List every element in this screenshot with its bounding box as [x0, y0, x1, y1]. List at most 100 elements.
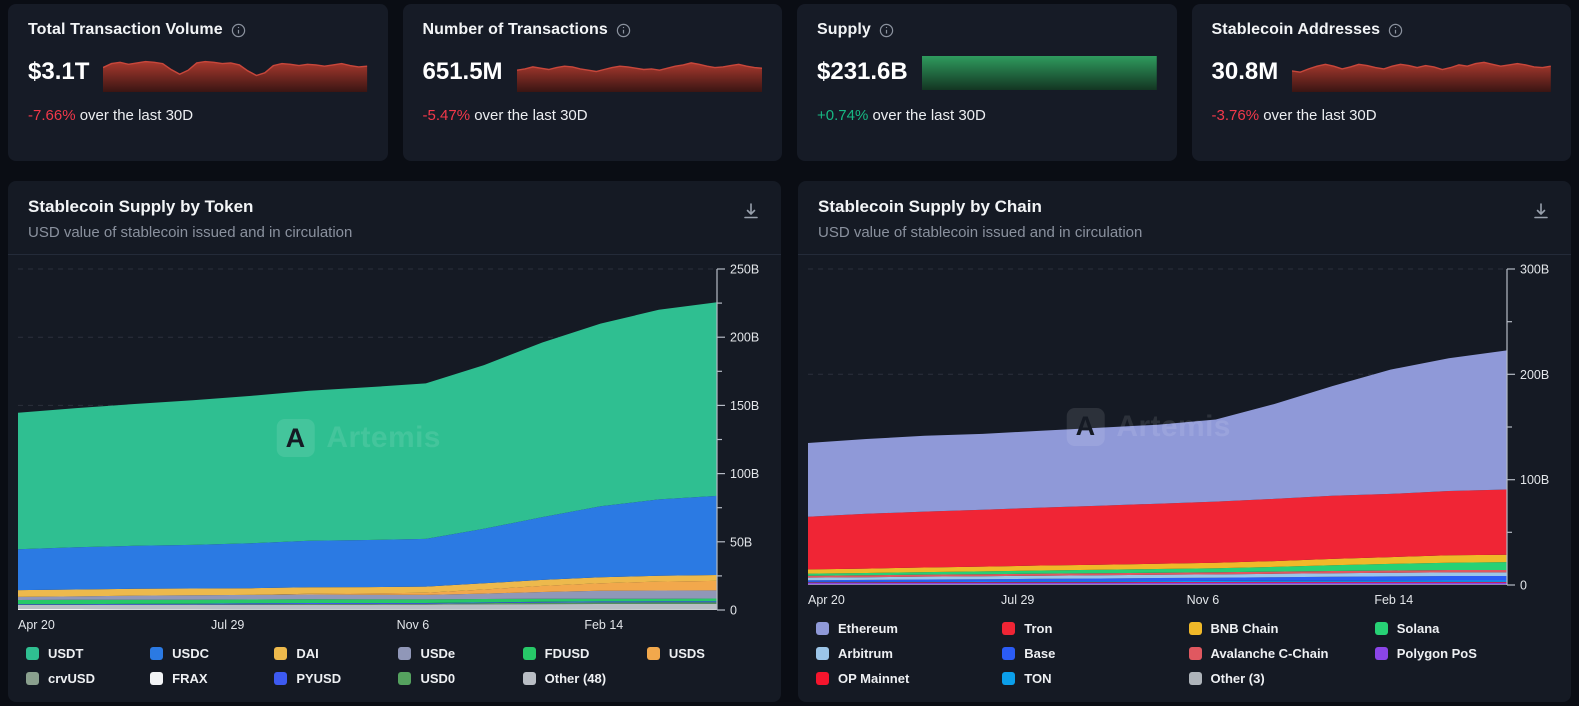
download-icon[interactable]: [737, 197, 765, 228]
svg-text:200B: 200B: [1520, 368, 1549, 382]
legend-item[interactable]: USD0: [398, 671, 514, 686]
stacked-area-chart-by-token[interactable]: 0 50B 100B 150B 200B 250B Apr 20 Jul 29 Nov 6 Feb…: [18, 263, 775, 636]
info-icon[interactable]: [1388, 23, 1403, 38]
legend-item[interactable]: DAI: [274, 646, 390, 661]
legend-item[interactable]: Ethereum: [816, 621, 994, 636]
stat-value: $3.1T: [28, 58, 90, 85]
svg-text:0: 0: [730, 604, 737, 618]
legend-label: PYUSD: [296, 671, 342, 686]
legend-item[interactable]: TON: [1002, 671, 1180, 686]
legend-item[interactable]: OP Mainnet: [816, 671, 994, 686]
stat-card-number-of-transactions: Number of Transactions 651.5M -5.47% ove…: [402, 4, 782, 161]
legend-swatch: [274, 672, 288, 685]
change-percent: -5.47%: [422, 107, 471, 124]
stat-value: 30.8M: [1211, 58, 1279, 85]
legend-item[interactable]: crvUSD: [26, 671, 142, 686]
stat-card-body: 651.5M: [422, 52, 762, 92]
legend-label: USDS: [668, 646, 705, 661]
legend-item[interactable]: USDe: [398, 646, 514, 661]
stat-card-header: Supply: [817, 21, 1157, 39]
stat-title: Stablecoin Addresses: [1211, 21, 1381, 38]
supply-bar-chart: [921, 52, 1157, 92]
stat-change: -5.47% over the last 30D: [423, 107, 763, 124]
chart-title: Stablecoin Supply by Token: [28, 197, 254, 216]
legend-item[interactable]: FRAX: [150, 671, 266, 686]
change-percent: -7.66%: [28, 107, 76, 124]
stat-card-body: $231.6B: [817, 52, 1157, 92]
legend-swatch: [398, 672, 412, 685]
legend-item[interactable]: USDS: [646, 646, 763, 661]
svg-text:100B: 100B: [1520, 473, 1549, 487]
legend-swatch: [150, 672, 164, 685]
legend-item[interactable]: Other (3): [1188, 671, 1367, 686]
legend-item[interactable]: PYUSD: [274, 671, 390, 686]
legend-label: Ethereum: [838, 621, 898, 636]
chart-header: Stablecoin Supply by Chain USD value of …: [798, 181, 1571, 255]
legend-swatch: [1374, 647, 1388, 660]
legend-label: Polygon PoS: [1396, 646, 1477, 661]
legend-label: crvUSD: [48, 671, 95, 686]
svg-text:100B: 100B: [730, 467, 759, 481]
stat-value: $231.6B: [817, 58, 908, 85]
change-suffix: over the last 30D: [1259, 107, 1377, 124]
change-percent: +0.74%: [817, 107, 869, 124]
chart-canvas[interactable]: 0 50B 100B 150B 200B 250B Apr 20 Jul 29 Nov 6 Feb…: [18, 263, 775, 636]
charts-row: Stablecoin Supply by Token USD value of …: [8, 181, 1571, 702]
legend-item[interactable]: Polygon PoS: [1374, 646, 1553, 661]
legend-swatch: [816, 647, 829, 660]
legend-item[interactable]: USDC: [150, 646, 266, 661]
legend-item[interactable]: Arbitrum: [816, 646, 994, 661]
change-suffix: over the last 30D: [868, 107, 986, 124]
svg-text:Nov 6: Nov 6: [1187, 593, 1220, 607]
stat-change: -3.76% over the last 30D: [1212, 107, 1552, 124]
stat-change: +0.74% over the last 30D: [817, 107, 1157, 124]
legend-label: Tron: [1024, 621, 1053, 636]
info-icon[interactable]: [879, 23, 894, 38]
download-icon[interactable]: [1527, 197, 1555, 228]
legend-label: DAI: [296, 646, 319, 661]
chart-title: Stablecoin Supply by Chain: [818, 197, 1042, 216]
legend-item[interactable]: Avalanche C-Chain: [1188, 646, 1367, 661]
legend-label: BNB Chain: [1210, 621, 1279, 636]
stat-card-header: Stablecoin Addresses: [1212, 21, 1552, 39]
change-suffix: over the last 30D: [470, 107, 588, 124]
stat-title: Total Transaction Volume: [28, 21, 223, 38]
stat-card-total-transaction-volume: Total Transaction Volume $3.1T -7.66% ov…: [8, 4, 388, 161]
svg-text:0: 0: [1520, 579, 1527, 593]
stat-cards-row: Total Transaction Volume $3.1T -7.66% ov…: [8, 4, 1571, 161]
stat-card-supply: Supply $231.6B +0.74% over the last 30D: [797, 4, 1177, 161]
legend-item[interactable]: Tron: [1002, 621, 1180, 636]
legend-swatch: [522, 672, 536, 685]
svg-text:150B: 150B: [730, 399, 759, 413]
legend-swatch: [1188, 647, 1202, 660]
legend-item[interactable]: Base: [1002, 646, 1180, 661]
legend-label: FRAX: [172, 671, 208, 686]
info-icon[interactable]: [616, 23, 631, 38]
legend-item[interactable]: BNB Chain: [1188, 621, 1367, 636]
legend-label: USD0: [420, 671, 456, 686]
legend-swatch: [1002, 672, 1016, 685]
change-suffix: over the last 30D: [75, 107, 194, 124]
stat-value: 651.5M: [422, 58, 503, 85]
legend-item[interactable]: Solana: [1374, 621, 1553, 636]
sparkline-chart: [1292, 52, 1551, 92]
stat-card-stablecoin-addresses: Stablecoin Addresses 30.8M -3.76% over t…: [1191, 4, 1571, 161]
info-icon[interactable]: [231, 23, 246, 38]
chart-canvas[interactable]: 0 100B 200B 300B Apr 20 Jul 29 Nov 6 Feb 14: [808, 263, 1565, 611]
legend-swatch: [274, 647, 288, 660]
legend-label: Other (48): [544, 671, 607, 686]
chart-subtitle: USD value of stablecoin issued and in ci…: [818, 224, 1143, 241]
stat-change: -7.66% over the last 30D: [28, 107, 368, 124]
svg-text:Feb 14: Feb 14: [1374, 593, 1413, 607]
legend-swatch: [150, 647, 164, 660]
stat-card-body: $3.1T: [28, 52, 368, 92]
legend-label: Other (3): [1210, 671, 1265, 686]
legend-label: USDe: [420, 646, 456, 661]
legend-item[interactable]: FDUSD: [522, 646, 639, 661]
legend-item[interactable]: Other (48): [522, 671, 639, 686]
legend-item[interactable]: USDT: [26, 646, 142, 661]
sparkline-chart: [103, 52, 368, 92]
change-percent: -3.76%: [1211, 107, 1260, 124]
chart-header: Stablecoin Supply by Token USD value of …: [8, 181, 781, 255]
